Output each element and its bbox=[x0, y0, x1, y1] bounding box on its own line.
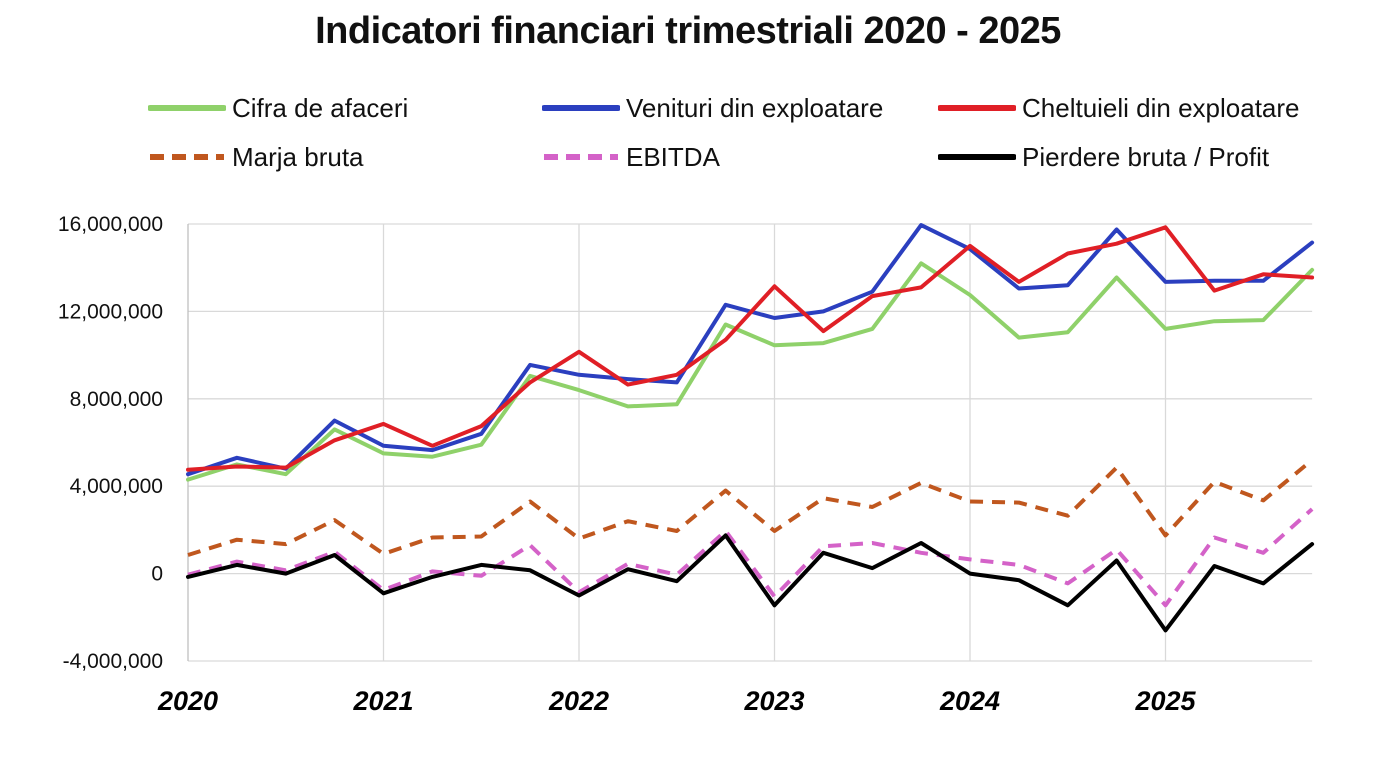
legend-label: Cheltuieli din exploatare bbox=[1022, 92, 1300, 123]
legend-item-5[interactable]: EBITDA bbox=[542, 142, 720, 172]
legend-item-3[interactable]: Cheltuieli din exploatare bbox=[938, 93, 1300, 123]
series-line-4 bbox=[187, 458, 1314, 557]
x-tick-label: 2024 bbox=[939, 686, 1000, 716]
legend-item-6[interactable]: Pierdere bruta / Profit bbox=[938, 142, 1269, 172]
legend-item-2[interactable]: Venituri din exploatare bbox=[542, 93, 883, 123]
legend-label: EBITDA bbox=[626, 141, 720, 172]
legend-swatch bbox=[148, 105, 226, 111]
x-tick-label: 2022 bbox=[548, 686, 609, 716]
legend-label: Venituri din exploatare bbox=[626, 92, 884, 123]
chart-title: Indicatori financiari trimestriali 2020 … bbox=[315, 10, 1061, 52]
legend-swatch bbox=[938, 105, 1016, 111]
legend-swatch bbox=[938, 154, 1016, 160]
series-line-3 bbox=[186, 225, 1315, 472]
series-line-2 bbox=[186, 223, 1315, 477]
series-line-6 bbox=[186, 533, 1315, 633]
legend-label: Cifra de afaceri bbox=[232, 92, 409, 123]
y-axis-ticks: -4,000,000 0 4,000,000 8,000,000 12,000,000 1… bbox=[58, 213, 163, 673]
y-tick-label: 8,000,000 bbox=[70, 388, 163, 411]
y-tick-label: 16,000,000 bbox=[58, 213, 163, 236]
x-axis-ticks: 2020 2021 2022 2023 2024 2025 bbox=[157, 686, 1197, 716]
x-tick-label: 2023 bbox=[743, 686, 804, 716]
legend-label: Marja bruta bbox=[232, 141, 364, 172]
y-tick-label: 4,000,000 bbox=[70, 475, 163, 498]
grid bbox=[187, 223, 1313, 662]
series-line-5 bbox=[187, 507, 1314, 608]
x-tick-label: 2020 bbox=[157, 686, 218, 716]
y-tick-label: -4,000,000 bbox=[63, 650, 163, 673]
series-line-1 bbox=[186, 261, 1315, 482]
x-tick-label: 2021 bbox=[352, 686, 413, 716]
y-tick-label: 12,000,000 bbox=[58, 300, 163, 323]
series-lines bbox=[186, 223, 1315, 633]
legend-swatch bbox=[150, 154, 224, 160]
x-tick-label: 2025 bbox=[1134, 686, 1196, 716]
legend-swatch bbox=[542, 105, 620, 111]
legend-item-1[interactable]: Cifra de afaceri bbox=[148, 93, 408, 123]
y-tick-label: 0 bbox=[151, 563, 163, 586]
legend-label: Pierdere bruta / Profit bbox=[1022, 141, 1270, 172]
legend-item-4[interactable]: Marja bruta bbox=[148, 142, 364, 172]
legend-swatch bbox=[544, 154, 618, 160]
